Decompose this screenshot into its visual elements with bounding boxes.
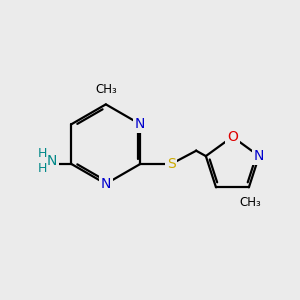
Text: H: H	[37, 147, 47, 160]
Text: N: N	[254, 149, 264, 163]
Text: N: N	[135, 117, 146, 131]
Text: O: O	[227, 130, 238, 144]
Text: H: H	[37, 162, 47, 175]
Text: N: N	[47, 154, 58, 168]
Text: CH₃: CH₃	[95, 83, 117, 96]
Text: N: N	[100, 177, 111, 191]
Text: CH₃: CH₃	[239, 196, 261, 209]
Text: S: S	[167, 157, 176, 171]
